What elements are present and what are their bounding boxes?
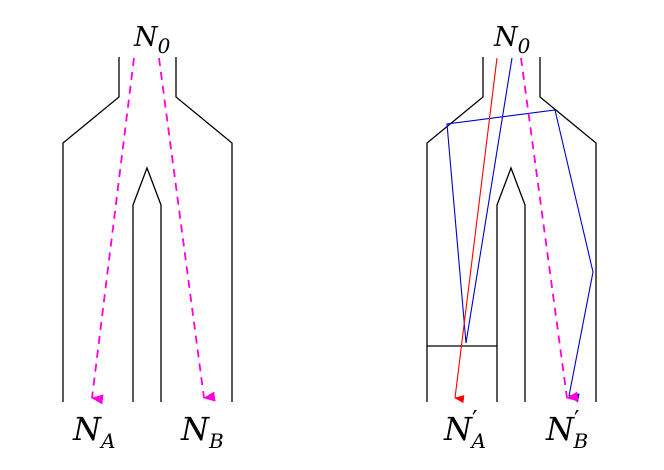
- red-ray: [454, 57, 498, 404]
- right-panel-dashed-ray: [520, 57, 579, 402]
- right-panel-center-divider: [496, 166, 526, 402]
- detector-label-nb: NB: [180, 410, 224, 453]
- right-panel-walls: [426, 57, 597, 402]
- blue-zigzag-ray: [446, 57, 594, 403]
- right-source-label-n0: N0: [493, 22, 531, 58]
- right-panel-rays: [446, 57, 594, 404]
- right-panel-left-outer-wall: [426, 57, 484, 402]
- right-panel-right-outer-wall: [539, 57, 597, 402]
- dashed-ray-to-detector-a: [91, 57, 135, 405]
- source-label-n0: N0: [133, 22, 171, 58]
- right-outer-wall: [175, 57, 233, 402]
- left-panel-rays: [91, 57, 216, 405]
- detector-label-na-prime: N′ A: [443, 406, 486, 453]
- left-outer-wall: [62, 57, 120, 402]
- left-panel-walls: [62, 57, 233, 402]
- detector-label-na: NA: [72, 410, 115, 453]
- left-panel: N0 NA NB: [62, 22, 233, 453]
- center-divider: [132, 166, 162, 402]
- right-panel: N0 N′ A N′ B: [426, 22, 597, 453]
- dashed-ray-to-detector-b: [158, 57, 216, 402]
- detector-label-nb-prime: N′ B: [545, 406, 588, 453]
